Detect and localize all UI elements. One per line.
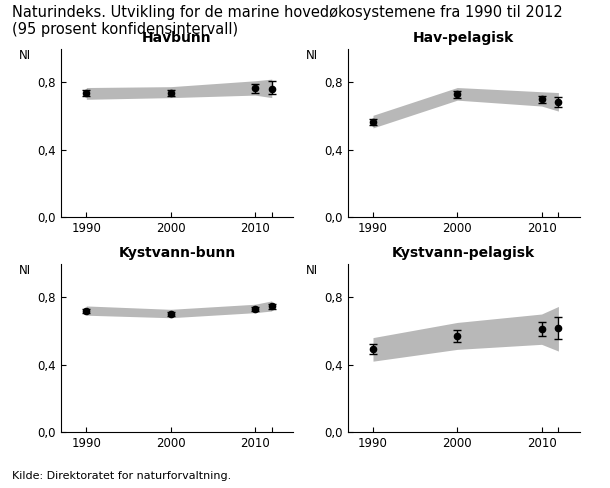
Text: NI: NI xyxy=(20,264,31,277)
Text: NI: NI xyxy=(306,264,318,277)
Text: NI: NI xyxy=(20,49,31,62)
Text: Naturindeks. Utvikling for de marine hovedøkosystemene fra 1990 til 2012: Naturindeks. Utvikling for de marine hov… xyxy=(12,5,563,20)
Text: NI: NI xyxy=(306,49,318,62)
Text: (95 prosent konfidensintervall): (95 prosent konfidensintervall) xyxy=(12,22,239,37)
Title: Kystvann-bunn: Kystvann-bunn xyxy=(118,245,235,260)
Title: Kystvann-pelagisk: Kystvann-pelagisk xyxy=(392,245,535,260)
Title: Havbunn: Havbunn xyxy=(142,31,212,45)
Title: Hav-pelagisk: Hav-pelagisk xyxy=(413,31,514,45)
Text: Kilde: Direktoratet for naturforvaltning.: Kilde: Direktoratet for naturforvaltning… xyxy=(12,471,231,481)
